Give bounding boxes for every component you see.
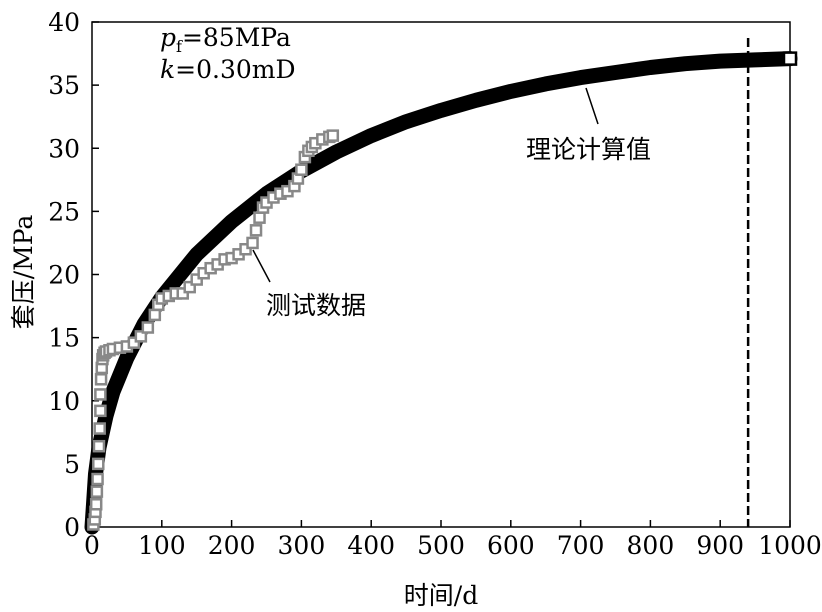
measured-point bbox=[190, 273, 203, 286]
param-pf: pf=85MPa bbox=[160, 23, 291, 56]
measured-point bbox=[246, 236, 259, 250]
pf-value: =85MPa bbox=[182, 23, 291, 52]
y-axis-title: 套压/MPa bbox=[9, 215, 38, 330]
measured-point bbox=[183, 280, 196, 294]
measured-point bbox=[93, 422, 106, 435]
annotation-theory-leader bbox=[585, 87, 599, 125]
measured-point bbox=[176, 287, 189, 300]
x-tick-label: 500 bbox=[417, 531, 465, 560]
y-tick-label: 10 bbox=[48, 387, 80, 416]
y-tick-label: 40 bbox=[48, 8, 80, 37]
x-axis: 0 100 200 300 400 500 600 700 800 900 1000 bbox=[84, 520, 822, 560]
annotation-measured-label: 测试数据 bbox=[266, 291, 366, 320]
x-tick-label: 300 bbox=[278, 531, 326, 560]
x-tick-label: 600 bbox=[487, 531, 535, 560]
theory-curve-line bbox=[84, 51, 798, 535]
measured-point bbox=[141, 321, 155, 334]
y-tick-label: 35 bbox=[48, 71, 80, 100]
measured-series bbox=[87, 129, 340, 531]
measured-point bbox=[94, 373, 108, 386]
y-tick-label: 15 bbox=[48, 324, 80, 353]
measured-point bbox=[92, 457, 105, 471]
measured-point bbox=[94, 404, 107, 418]
x-tick-label: 100 bbox=[138, 531, 186, 560]
x-tick-label: 0 bbox=[84, 531, 100, 560]
y-tick-label: 0 bbox=[64, 513, 80, 542]
x-tick-label: 1000 bbox=[758, 531, 822, 560]
x-axis-title: 时间/d bbox=[404, 581, 478, 610]
y-axis: 0 5 10 15 20 25 30 35 40 bbox=[48, 8, 99, 542]
theory-series bbox=[84, 51, 798, 535]
measured-point bbox=[91, 472, 104, 486]
y-tick-label: 20 bbox=[48, 261, 80, 290]
measured-point bbox=[127, 336, 141, 349]
measured-point bbox=[90, 485, 104, 498]
annotation-measured-leader bbox=[252, 249, 271, 283]
pf-subscript: f bbox=[176, 37, 183, 56]
y-tick-label: 5 bbox=[64, 450, 80, 479]
measured-point bbox=[239, 243, 252, 256]
measured-point bbox=[148, 308, 162, 322]
y-tick-label: 25 bbox=[48, 197, 80, 226]
measured-point bbox=[326, 129, 340, 142]
measured-point bbox=[253, 211, 266, 224]
k-value: =0.30mD bbox=[175, 55, 295, 84]
param-k: k=0.30mD bbox=[160, 55, 296, 84]
x-tick-label: 900 bbox=[696, 531, 744, 560]
annotation-theory-label: 理论计算值 bbox=[526, 135, 651, 164]
theory-end-marker bbox=[782, 51, 798, 66]
x-tick-label: 800 bbox=[627, 531, 675, 560]
measured-point bbox=[89, 498, 103, 511]
measured-point bbox=[295, 163, 308, 176]
x-tick-label: 400 bbox=[347, 531, 395, 560]
pf-symbol: p bbox=[160, 23, 176, 52]
measured-point bbox=[92, 439, 106, 453]
measured-point bbox=[249, 224, 263, 237]
measured-point bbox=[94, 388, 107, 401]
measured-point bbox=[134, 330, 148, 343]
x-tick-label: 700 bbox=[557, 531, 605, 560]
x-tick-label: 200 bbox=[208, 531, 256, 560]
k-symbol: k bbox=[160, 55, 175, 84]
y-tick-label: 30 bbox=[48, 134, 80, 163]
